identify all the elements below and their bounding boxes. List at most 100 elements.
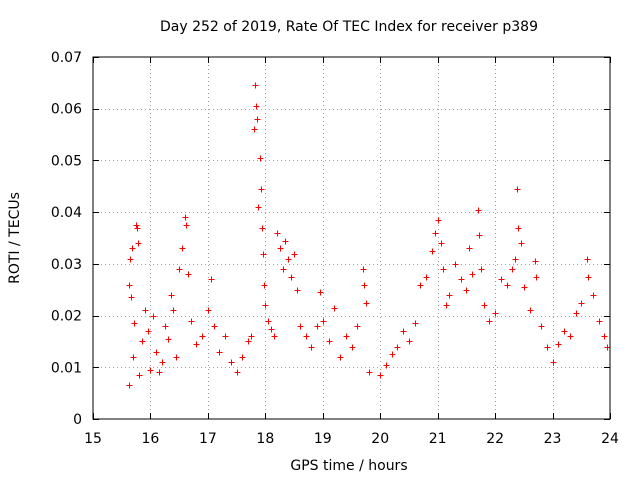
- y-tick-label: 0.04: [51, 205, 82, 221]
- data-point: [354, 323, 361, 330]
- data-point: [481, 302, 488, 309]
- data-point: [417, 282, 424, 289]
- data-point: [234, 369, 241, 376]
- data-point: [262, 302, 269, 309]
- data-point: [314, 323, 321, 330]
- data-point: [383, 362, 390, 369]
- x-axis-label: GPS time / hours: [290, 458, 407, 474]
- grid: [93, 57, 610, 419]
- data-point: [360, 266, 367, 273]
- data-point: [131, 320, 138, 327]
- data-point: [389, 351, 396, 358]
- data-point: [156, 369, 163, 376]
- x-tick-label: 20: [371, 431, 389, 447]
- x-axis-tick-labels: 15 16 17 18 19 20 21 22 23 24: [84, 431, 619, 447]
- data-point: [512, 256, 519, 263]
- data-point: [208, 276, 215, 283]
- data-point: [211, 323, 218, 330]
- data-point: [188, 318, 195, 325]
- data-point: [228, 359, 235, 366]
- data-point: [285, 256, 292, 263]
- data-point: [136, 372, 143, 379]
- data-point: [343, 333, 350, 340]
- data-point: [261, 282, 268, 289]
- data-point: [498, 276, 505, 283]
- data-point: [216, 349, 223, 356]
- data-point: [573, 310, 580, 317]
- data-point: [555, 341, 562, 348]
- data-point: [584, 256, 591, 263]
- data-point: [337, 354, 344, 361]
- data-point: [463, 287, 470, 294]
- data-point: [331, 305, 338, 312]
- y-tick-label: 0.06: [51, 102, 82, 118]
- y-axis-label: ROTI / TECUs: [7, 192, 23, 284]
- data-point: [134, 225, 141, 232]
- data-point: [282, 238, 289, 245]
- data-point: [254, 116, 261, 123]
- data-point: [150, 313, 157, 320]
- data-point: [585, 274, 592, 281]
- data-point: [475, 207, 482, 214]
- data-point: [377, 372, 384, 379]
- data-point: [280, 266, 287, 273]
- data-point: [239, 354, 246, 361]
- data-point: [260, 251, 267, 258]
- data-point: [515, 225, 522, 232]
- data-point: [538, 323, 545, 330]
- data-point: [205, 307, 212, 314]
- data-point: [400, 328, 407, 335]
- x-tick-label: 19: [314, 431, 332, 447]
- data-point: [128, 294, 135, 301]
- data-point: [255, 204, 262, 211]
- x-tick-label: 15: [84, 431, 102, 447]
- chart-title: Day 252 of 2019, Rate Of TEC Index for r…: [160, 19, 538, 35]
- y-axis-tick-labels: 0 0.01 0.02 0.03 0.04 0.05 0.06 0.07: [51, 50, 82, 428]
- data-point: [363, 300, 370, 307]
- data-point: [446, 292, 453, 299]
- data-point: [183, 222, 190, 229]
- data-point: [129, 245, 136, 252]
- data-point: [432, 230, 439, 237]
- data-point: [438, 240, 445, 247]
- data-point: [135, 240, 142, 247]
- data-point: [514, 186, 521, 193]
- data-point: [199, 333, 206, 340]
- data-point: [126, 382, 133, 389]
- y-tick-label: 0.05: [51, 153, 82, 169]
- data-point: [127, 256, 134, 263]
- data-point: [126, 282, 133, 289]
- data-point: [252, 82, 259, 89]
- data-point: [458, 276, 465, 283]
- data-point: [277, 245, 284, 252]
- data-point: [297, 323, 304, 330]
- data-points: [126, 82, 611, 389]
- data-point: [142, 307, 149, 314]
- data-point: [590, 292, 597, 299]
- data-point: [265, 318, 272, 325]
- data-point: [406, 338, 413, 345]
- data-point: [532, 258, 539, 265]
- data-point: [303, 333, 310, 340]
- data-point: [567, 333, 574, 340]
- data-point: [578, 300, 585, 307]
- data-point: [469, 271, 476, 278]
- x-tick-label: 22: [486, 431, 504, 447]
- x-tick-label: 23: [544, 431, 562, 447]
- data-point: [130, 354, 137, 361]
- data-point: [185, 271, 192, 278]
- x-tick-label: 21: [429, 431, 447, 447]
- data-point: [521, 284, 528, 291]
- data-point: [168, 292, 175, 299]
- x-tick-label: 16: [142, 431, 160, 447]
- x-tick-label: 17: [199, 431, 217, 447]
- x-tick-label: 18: [256, 431, 274, 447]
- data-point: [412, 320, 419, 327]
- data-point: [165, 336, 172, 343]
- y-tick-label: 0: [73, 412, 82, 428]
- data-point: [366, 369, 373, 376]
- data-point: [147, 367, 154, 374]
- data-point: [601, 333, 608, 340]
- data-point: [544, 344, 551, 351]
